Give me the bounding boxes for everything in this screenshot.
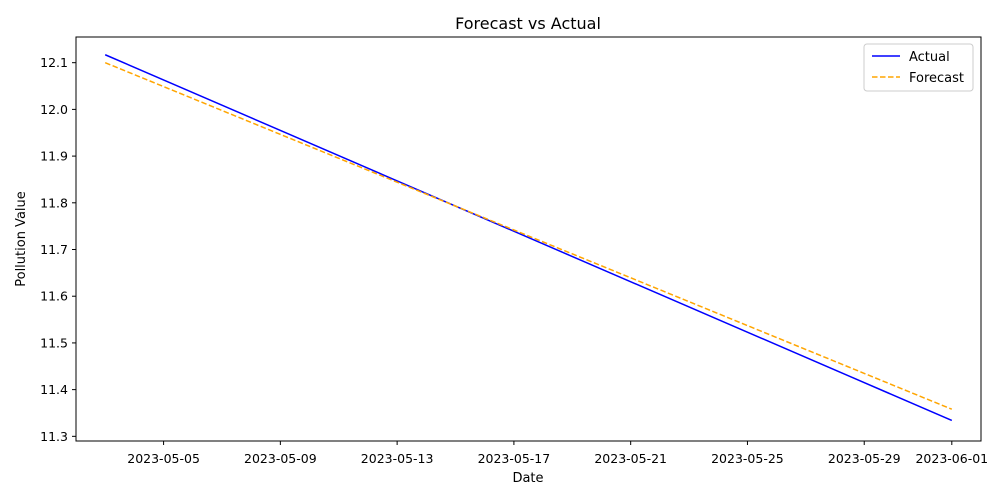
plot-frame	[75, 36, 982, 442]
x-axis-ticks: 2023-05-05 2023-05-09 2023-05-13 2023-05-17…	[127, 441, 988, 466]
x-tick-label: 2023-06-01	[915, 451, 988, 466]
legend: Actual Forecast	[863, 43, 974, 92]
y-axis-ticks: 11.3 11.4 11.5 11.6 11.7 11.8 11.9 12.0 12.1	[40, 55, 76, 444]
x-tick-label: 2023-05-13	[361, 451, 434, 466]
y-axis-label: Pollution Value	[14, 191, 29, 287]
x-tick-label: 2023-05-05	[127, 451, 200, 466]
x-tick-label: 2023-05-17	[478, 451, 551, 466]
y-tick-label: 11.3	[40, 429, 68, 444]
x-tick-label: 2023-05-09	[244, 451, 317, 466]
y-tick-label: 11.6	[40, 289, 68, 304]
legend-label-actual: Actual	[909, 50, 950, 65]
plot-lines	[104, 54, 953, 422]
series-line-actual	[104, 54, 953, 422]
x-axis-label: Date	[512, 471, 543, 486]
y-tick-label: 12.0	[40, 102, 68, 117]
x-tick-label: 2023-05-21	[594, 451, 667, 466]
legend-label-forecast: Forecast	[909, 71, 964, 86]
y-tick-label: 11.5	[40, 335, 68, 350]
x-tick-label: 2023-05-25	[711, 451, 784, 466]
y-tick-label: 11.4	[40, 382, 68, 397]
y-tick-label: 11.9	[40, 149, 68, 164]
y-tick-label: 11.8	[40, 195, 68, 210]
x-tick-label: 2023-05-29	[828, 451, 901, 466]
y-tick-label: 11.7	[40, 242, 68, 257]
chart-title: Forecast vs Actual	[455, 14, 601, 33]
y-tick-label: 12.1	[40, 55, 68, 70]
series-line-forecast	[104, 61, 953, 410]
